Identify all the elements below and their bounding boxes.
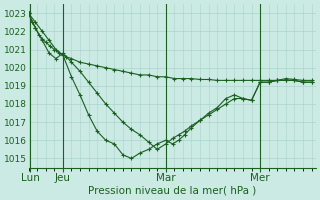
X-axis label: Pression niveau de la mer( hPa ): Pression niveau de la mer( hPa ) <box>88 186 256 196</box>
